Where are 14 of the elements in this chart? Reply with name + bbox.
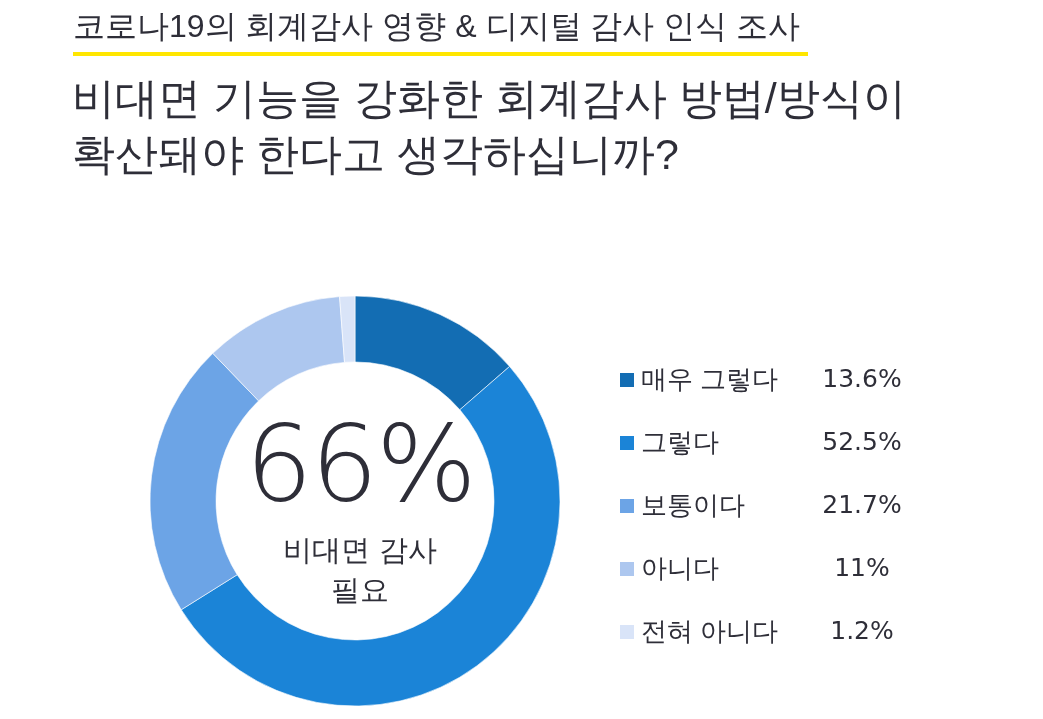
- legend-label: 전혀 아니다: [641, 615, 779, 648]
- text: 비대면 감사 필요: [282, 533, 438, 608]
- data-label: 11%: [833, 552, 891, 584]
- legend-label: 아니다: [641, 552, 719, 585]
- legend-label: 그렇다: [641, 426, 719, 459]
- chart-title: 코로나19의 회계감사 영향 & 디지털 감사 인식 조사: [73, 4, 809, 56]
- data-label: 1.2%: [829, 615, 895, 647]
- chart-subtitle: 비대면 기능을 강화한 회계감사 방법/방식이 확산돼야 한다고 생각하십니까?: [72, 73, 907, 180]
- data-label: 13.6%: [821, 363, 903, 395]
- legend-label: 매우 그렇다: [641, 363, 779, 396]
- legend-label: 보통이다: [641, 489, 745, 522]
- data-label: 21.7%: [821, 489, 903, 521]
- text: 66%: [244, 403, 476, 526]
- data-label: 52.5%: [821, 426, 903, 458]
